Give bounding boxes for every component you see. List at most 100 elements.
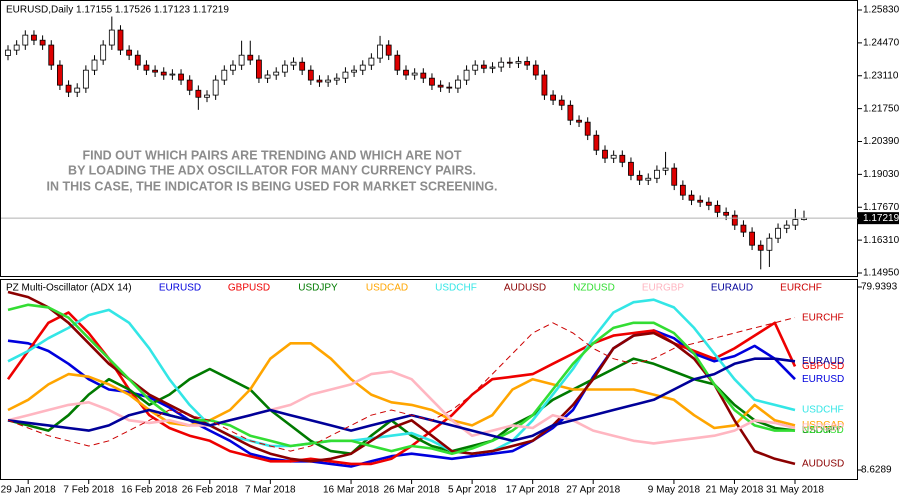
candle-body — [325, 79, 332, 83]
x-tick-label: 16 Feb 2018 — [121, 485, 178, 496]
legend-entry: EURUSD — [159, 283, 201, 294]
candle-body — [792, 219, 799, 226]
candle-body — [671, 167, 678, 186]
y-tick-label: 1.20390 — [863, 136, 900, 147]
series-end-label: USDJPY — [802, 425, 842, 436]
candle-body — [515, 61, 522, 64]
series-end-label: EURAUD — [802, 356, 844, 367]
candle-body — [82, 69, 89, 89]
candle-body — [264, 74, 271, 79]
candle-body — [437, 84, 444, 88]
candle-body — [152, 69, 158, 73]
candle-body — [679, 184, 686, 196]
candle-body — [498, 61, 505, 68]
y-tick-label: 1.21750 — [863, 103, 900, 114]
oscillator-line — [7, 298, 796, 455]
y-tick-label: 1.24470 — [863, 38, 900, 49]
series-end-label: GBPUSD — [802, 361, 844, 372]
candle-body — [299, 61, 306, 71]
candle-body — [749, 231, 755, 246]
candle-body — [463, 69, 470, 81]
candle-body — [238, 54, 245, 66]
series-end-label: AUDUSD — [802, 459, 844, 470]
candle-body — [316, 79, 323, 83]
y-tick-label: 8.6289 — [861, 465, 892, 476]
candle-body — [610, 154, 617, 159]
candle-body — [108, 29, 115, 46]
candle-body — [13, 44, 20, 51]
candle-body — [290, 61, 297, 66]
candle-body — [221, 69, 228, 81]
candle-body — [307, 69, 314, 81]
last-price-box — [858, 212, 899, 225]
candle-body — [489, 66, 496, 69]
x-tick-label: 7 Feb 2018 — [63, 485, 114, 496]
candle-body — [723, 211, 730, 216]
legend-entry: EURCHF — [780, 283, 822, 294]
candle-body — [351, 69, 357, 73]
y-tick-label: 1.19030 — [863, 169, 900, 180]
candle-body — [403, 69, 409, 76]
y-tick-label: 1.25830 — [863, 5, 900, 16]
x-tick-label: 26 Feb 2018 — [182, 485, 239, 496]
candle-body — [186, 79, 193, 91]
candle-body — [697, 199, 704, 203]
candle-body — [411, 72, 418, 76]
series-end-label: NZDUSD — [802, 425, 844, 436]
candle-body — [359, 64, 366, 71]
candle-body — [65, 84, 72, 93]
legend-entry: AUDUSD — [504, 283, 546, 294]
candle-body — [134, 54, 141, 66]
candle-body — [541, 74, 548, 96]
candle-body — [48, 44, 55, 66]
candle-body — [117, 29, 124, 51]
series-end-label: USDCHF — [802, 405, 844, 416]
candle-body — [377, 44, 383, 59]
legend-entry: NZDUSD — [573, 283, 615, 294]
candle-body — [558, 99, 565, 106]
candle-body — [160, 71, 167, 76]
candle-body — [230, 64, 236, 71]
candle-body — [195, 89, 202, 98]
y-tick-label: 1.17670 — [863, 202, 900, 213]
oscillator-line — [7, 342, 796, 430]
candle-body — [169, 73, 176, 76]
candle-body — [688, 194, 695, 201]
candle-body — [39, 39, 46, 46]
series-end-label: EURCHF — [802, 312, 844, 323]
candle-body — [714, 204, 721, 213]
x-tick-label: 26 Mar 2018 — [384, 485, 441, 496]
x-tick-label: 17 Apr 2018 — [506, 485, 560, 496]
oscillator-lines — [6, 290, 797, 468]
candle-body — [550, 94, 556, 101]
x-tick-label: 31 May 2018 — [766, 485, 824, 496]
price-pane — [0, 0, 858, 277]
candle-body — [636, 174, 643, 181]
candle-body — [731, 214, 738, 226]
y-tick-label: 1.14950 — [863, 268, 900, 279]
candle-body — [455, 79, 461, 89]
candle-body — [5, 49, 11, 56]
candle-body — [757, 244, 764, 251]
legend-entry: EURGBP — [642, 283, 685, 294]
legend-entry: USDJPY — [298, 283, 338, 294]
candle-body — [385, 44, 392, 56]
candle-body — [256, 59, 262, 79]
annotation: IN THIS CASE, THE INDICATOR IS BEING USE… — [47, 179, 498, 193]
legend-entry: GBPUSD — [228, 283, 270, 294]
candle-body — [766, 237, 773, 251]
annotation: BY LOADING THE ADX OSCILLATOR FOR MANY C… — [68, 163, 476, 177]
oscillator-line — [7, 370, 796, 445]
candle-body — [368, 57, 375, 66]
candle-body — [342, 71, 349, 79]
legend-entry: USDCHF — [435, 283, 477, 294]
candle-body — [22, 34, 29, 46]
x-tick-label: 16 Mar 2018 — [323, 485, 380, 496]
candle-body — [584, 121, 591, 136]
indicator-title: PZ Multi-Oscillator (ADX 14) — [6, 283, 132, 294]
candle-body — [91, 59, 98, 71]
y-tick-label: 1.16310 — [863, 235, 900, 246]
x-tick-label: 5 Apr 2018 — [448, 485, 497, 496]
candle-body — [472, 64, 479, 71]
candle-body — [420, 72, 427, 79]
